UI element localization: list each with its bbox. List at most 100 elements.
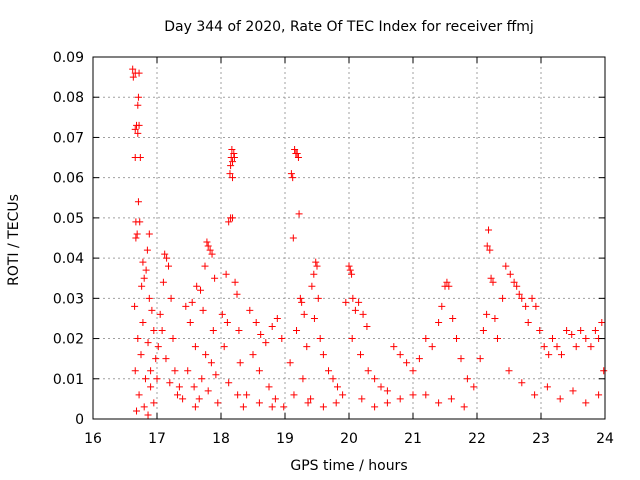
- data-point-marker: [193, 282, 201, 290]
- y-tick-label: 0.07: [53, 130, 84, 146]
- data-point-marker: [396, 351, 404, 359]
- y-tick-label: 0.04: [53, 251, 84, 267]
- data-point-marker: [443, 278, 451, 286]
- data-point-marker: [223, 318, 231, 326]
- data-point-marker: [147, 383, 155, 391]
- data-point-marker: [486, 246, 494, 254]
- data-point-marker: [587, 343, 595, 351]
- data-point-marker: [549, 335, 557, 343]
- data-point-marker: [591, 327, 599, 335]
- data-point-marker: [290, 391, 298, 399]
- data-point-marker: [206, 246, 214, 254]
- data-point-marker: [175, 383, 183, 391]
- data-point-marker: [135, 121, 143, 129]
- data-point-marker: [325, 367, 333, 375]
- data-point-marker: [293, 150, 301, 158]
- data-point-marker: [453, 335, 461, 343]
- data-point-marker: [208, 250, 216, 258]
- data-point-marker: [294, 154, 302, 162]
- data-point-marker: [312, 258, 320, 266]
- data-point-marker: [371, 403, 379, 411]
- data-point-marker: [409, 391, 417, 399]
- data-point-marker: [230, 150, 238, 158]
- data-point-marker: [319, 403, 327, 411]
- y-tick-label: 0.03: [53, 291, 84, 307]
- y-tick-label: 0.06: [53, 171, 84, 187]
- y-tick-label: 0: [75, 412, 84, 428]
- data-point-marker: [145, 230, 153, 238]
- data-point-marker: [229, 158, 237, 166]
- data-point-marker: [135, 69, 143, 77]
- data-point-marker: [140, 403, 148, 411]
- data-point-marker: [243, 391, 251, 399]
- data-point-marker: [476, 355, 484, 363]
- x-tick-labels: 16 17 18 19 20 21 22 23 24: [84, 431, 614, 447]
- data-point-marker: [319, 351, 327, 359]
- data-point-marker: [513, 282, 521, 290]
- data-point-marker: [163, 254, 171, 262]
- data-point-marker: [278, 335, 286, 343]
- data-point-marker: [505, 367, 513, 375]
- data-point-marker: [569, 387, 577, 395]
- data-point-marker: [229, 174, 237, 182]
- data-point-marker: [204, 387, 212, 395]
- data-point-marker: [228, 146, 236, 154]
- data-point-marker: [528, 294, 536, 302]
- data-point-marker: [307, 395, 315, 403]
- data-point-marker: [179, 395, 187, 403]
- data-point-marker: [236, 359, 244, 367]
- data-point-marker: [289, 234, 297, 242]
- data-point-marker: [166, 379, 174, 387]
- data-point-marker: [553, 343, 561, 351]
- data-point-marker: [435, 318, 443, 326]
- data-point-marker: [156, 310, 164, 318]
- data-point-marker: [572, 343, 580, 351]
- data-point-marker: [153, 375, 161, 383]
- data-point-marker: [332, 399, 340, 407]
- data-point-marker: [489, 278, 497, 286]
- data-point-marker: [556, 395, 564, 403]
- data-point-marker: [383, 399, 391, 407]
- y-tick-labels: 0 0.01 0.02 0.03 0.04 0.05 0.06 0.07 0.08 0.09: [53, 50, 84, 428]
- data-point-marker: [134, 101, 142, 109]
- data-point-marker: [491, 314, 499, 322]
- data-point-marker: [291, 146, 299, 154]
- data-point-marker: [280, 403, 288, 411]
- y-tick-label: 0.09: [53, 50, 84, 66]
- x-tick-label: 23: [532, 431, 550, 447]
- data-point-marker: [134, 93, 142, 101]
- data-point-marker: [239, 403, 247, 411]
- data-point-marker: [449, 314, 457, 322]
- data-point-marker: [518, 379, 526, 387]
- data-point-marker: [218, 310, 226, 318]
- data-point-marker: [142, 266, 150, 274]
- data-point-marker: [186, 318, 194, 326]
- data-point-marker: [202, 351, 210, 359]
- data-point-marker: [191, 343, 199, 351]
- data-point-marker: [342, 298, 350, 306]
- data-point-marker: [300, 310, 308, 318]
- data-point-marker: [563, 327, 571, 335]
- data-point-marker: [255, 399, 263, 407]
- data-point-marker: [313, 262, 321, 270]
- data-point-marker: [303, 343, 311, 351]
- data-point-marker: [211, 274, 219, 282]
- data-point-marker: [161, 250, 169, 258]
- data-point-marker: [536, 327, 544, 335]
- x-tick-label: 20: [340, 431, 358, 447]
- data-point-marker: [150, 327, 158, 335]
- data-point-marker: [329, 375, 337, 383]
- data-point-marker: [493, 335, 501, 343]
- data-point-marker: [139, 258, 147, 266]
- data-point-marker: [154, 343, 162, 351]
- data-point-marker: [132, 218, 140, 226]
- data-point-marker: [345, 262, 353, 270]
- data-point-marker: [296, 294, 304, 302]
- data-point-marker: [148, 306, 156, 314]
- data-point-marker: [428, 343, 436, 351]
- data-point-marker: [422, 391, 430, 399]
- data-point-marker: [191, 403, 199, 411]
- data-point-marker: [257, 331, 265, 339]
- data-point-marker: [136, 154, 144, 162]
